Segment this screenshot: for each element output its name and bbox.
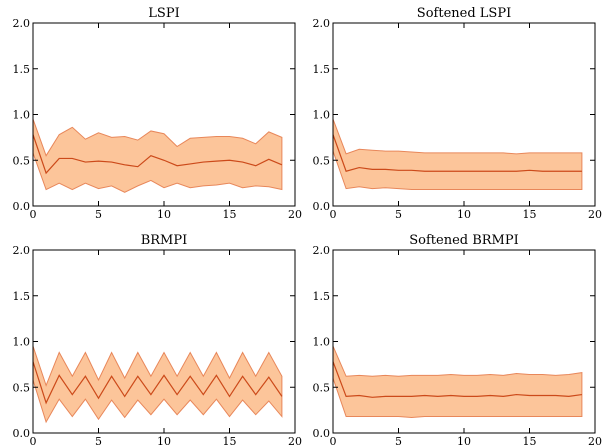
y-tick-label-brmpi: 2.0: [13, 244, 31, 257]
y-tick-label-softened-brmpi: 1.5: [313, 290, 331, 303]
y-tick-label-softened-lspi: 1.0: [313, 109, 331, 122]
x-tick-label-lspi: 5: [95, 208, 102, 221]
x-tick-label-softened-brmpi: 15: [523, 435, 537, 446]
y-tick-label-lspi: 1.0: [13, 109, 31, 122]
mean-line-brmpi: [32, 361, 283, 405]
x-tick-label-softened-lspi: 5: [395, 208, 402, 221]
panel-title-softened-lspi: Softened LSPI: [417, 6, 511, 21]
y-tick-label-softened-brmpi: 0.5: [313, 381, 331, 394]
y-tick-label-brmpi: 1.5: [13, 290, 31, 303]
y-tick-label-brmpi: 0.5: [13, 381, 31, 394]
x-tick-label-softened-brmpi: 20: [588, 435, 602, 446]
panel-lspi: LSPI 0 5 10 15 20 0.0 0.5 1.0 1.5 2.0: [13, 6, 303, 221]
confidence-band-softened-brmpi: [332, 345, 583, 418]
mean-line-softened-brmpi: [332, 361, 582, 398]
panel-title-brmpi: BRMPI: [141, 233, 188, 248]
x-tick-label-lspi: 10: [157, 208, 171, 221]
panel-title-lspi: LSPI: [148, 6, 179, 21]
x-tick-label-brmpi: 5: [95, 435, 102, 446]
y-tick-label-lspi: 0.0: [13, 200, 31, 213]
mean-line-softened-lspi: [332, 134, 582, 172]
x-tick-label-softened-lspi: 10: [457, 208, 471, 221]
y-tick-label-lspi: 1.5: [13, 63, 31, 76]
x-tick-label-brmpi: 10: [157, 435, 171, 446]
confidence-band-softened-lspi: [332, 118, 583, 191]
x-tick-label-softened-brmpi: 0: [330, 435, 337, 446]
y-tick-label-softened-brmpi: 1.0: [313, 336, 331, 349]
panel-softened-lspi: Softened LSPI 0 5 10 15 20 0.0 0.5 1.0 1.5 2.0: [313, 6, 603, 221]
panel-brmpi: BRMPI 0 5 10 15 20 0.0 0.5 1.0 1.5 2.0: [13, 233, 303, 446]
y-tick-label-brmpi: 1.0: [13, 336, 31, 349]
y-tick-label-softened-lspi: 0.5: [313, 154, 331, 167]
y-tick-label-softened-brmpi: 2.0: [313, 244, 331, 257]
x-tick-label-brmpi: 15: [223, 435, 237, 446]
x-tick-label-softened-brmpi: 10: [457, 435, 471, 446]
y-tick-label-lspi: 2.0: [13, 17, 31, 30]
confidence-band-lspi: [32, 118, 283, 193]
x-tick-label-lspi: 20: [288, 208, 302, 221]
mean-line-lspi: [32, 134, 283, 175]
x-tick-label-lspi: 15: [223, 208, 237, 221]
y-tick-label-softened-lspi: 0.0: [313, 200, 331, 213]
y-tick-label-lspi: 0.5: [13, 154, 31, 167]
panel-softened-brmpi: Softened BRMPI 0 5 10 15 20 0.0 0.5 1.0 1.5 2.0: [313, 233, 603, 446]
y-tick-label-brmpi: 0.0: [13, 427, 31, 440]
x-tick-label-softened-lspi: 20: [588, 208, 602, 221]
x-tick-label-brmpi: 0: [30, 435, 37, 446]
y-tick-label-softened-lspi: 2.0: [313, 17, 331, 30]
y-tick-label-softened-brmpi: 0.0: [313, 427, 331, 440]
panel-title-softened-brmpi: Softened BRMPI: [409, 233, 519, 248]
x-tick-label-brmpi: 20: [288, 435, 302, 446]
x-tick-label-softened-lspi: 15: [523, 208, 537, 221]
y-tick-label-softened-lspi: 1.5: [313, 63, 331, 76]
x-tick-label-softened-brmpi: 5: [395, 435, 402, 446]
x-tick-label-lspi: 0: [30, 208, 37, 221]
x-tick-label-softened-lspi: 0: [330, 208, 337, 221]
